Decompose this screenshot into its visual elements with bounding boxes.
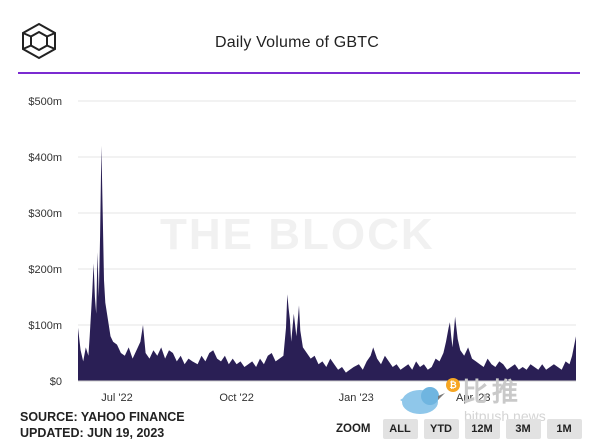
zoom-all-button[interactable]: ALL (382, 419, 418, 439)
x-axis-labels: Jul '22 Oct '22 Jan '23 Apr '23 (101, 392, 490, 404)
updated-line: UPDATED: JUN 19, 2023 (20, 426, 165, 440)
x-tick-label: Jul '22 (101, 392, 132, 404)
title-divider (18, 72, 580, 74)
zoom-controls: ZOOM ALL YTD 12M 3M 1M (336, 419, 582, 439)
zoom-3m-button[interactable]: 3M (505, 419, 541, 439)
x-tick-label: Oct '22 (219, 392, 254, 404)
watermark-text: THE BLOCK (160, 210, 435, 259)
grid-lines (78, 100, 576, 382)
zoom-12m-button[interactable]: 12M (464, 419, 500, 439)
y-tick-label: $0 (50, 376, 62, 388)
source-line: SOURCE: YAHOO FINANCE (20, 410, 185, 424)
volume-area-series (78, 145, 576, 381)
zoom-label: ZOOM (336, 423, 371, 435)
y-tick-label: $200m (28, 264, 62, 276)
y-tick-label: $100m (28, 320, 62, 332)
y-tick-label: $500m (28, 96, 62, 108)
the-block-cube-icon (22, 22, 56, 60)
y-axis-labels: $0 $100m $200m $300m $400m $500m (28, 96, 62, 388)
source-note: SOURCE: YAHOO FINANCE UPDATED: JUN 19, 2… (20, 409, 185, 441)
volume-chart: $0 $100m $200m $300m $400m $500m Jul '22 Oct '… (28, 96, 576, 404)
x-tick-label: Jan '23 (339, 392, 374, 404)
y-tick-label: $300m (28, 208, 62, 220)
chart-title: Daily Volume of GBTC (214, 34, 380, 51)
svg-text:₿: ₿ (449, 380, 456, 391)
zoom-ytd-button[interactable]: YTD (423, 419, 459, 439)
y-tick-label: $400m (28, 152, 62, 164)
watermark-zh: 比推 (462, 377, 523, 407)
bird-coin-icon: ₿ (400, 378, 460, 414)
x-tick-label: Apr '23 (456, 392, 491, 404)
zoom-1m-button[interactable]: 1M (546, 419, 582, 439)
